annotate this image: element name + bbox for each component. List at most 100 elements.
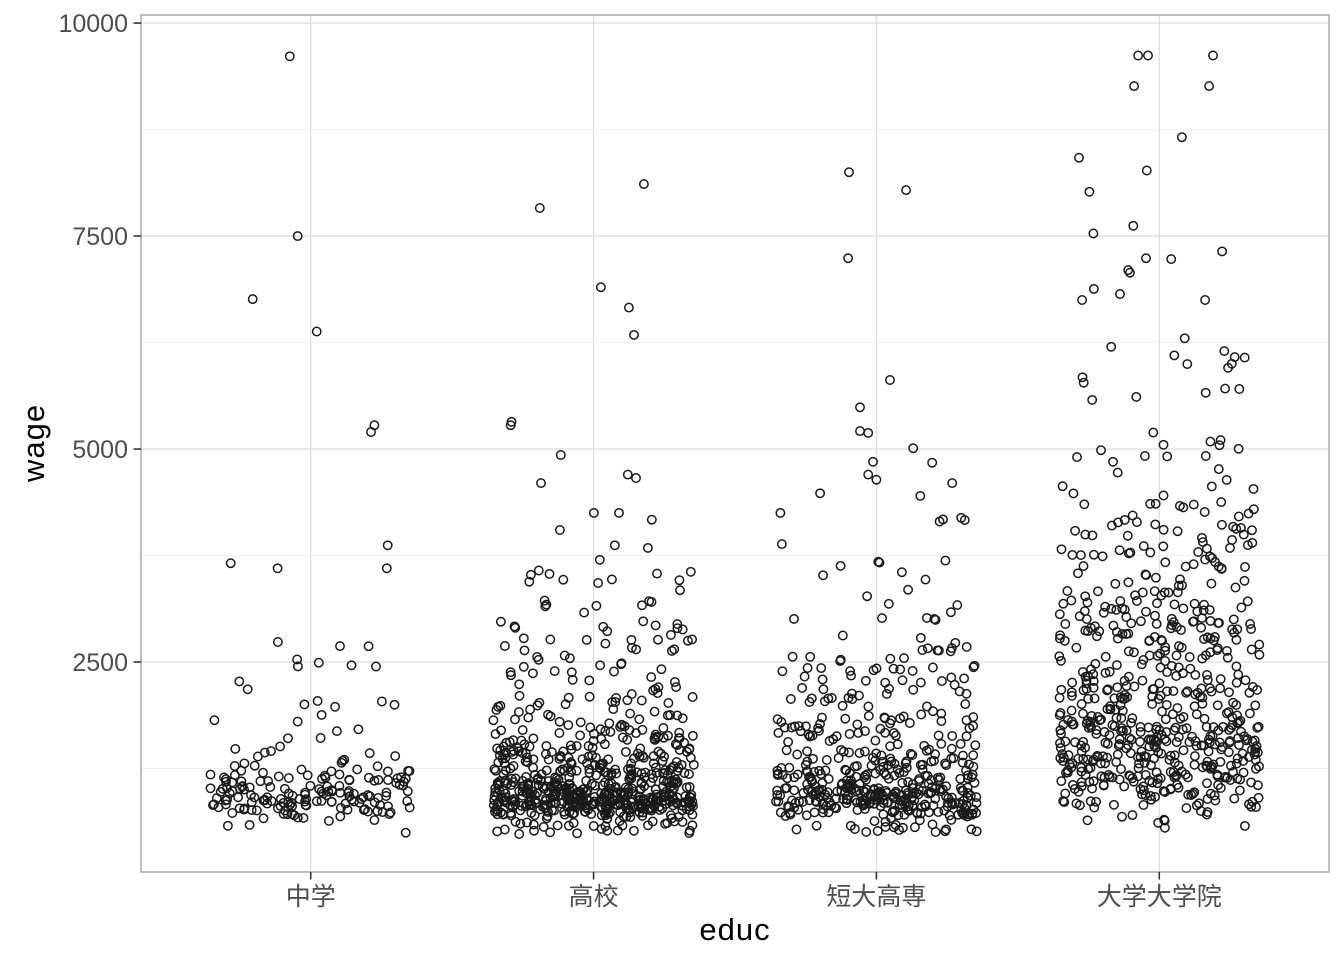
- data-point: [1055, 742, 1066, 753]
- data-point: [953, 798, 964, 809]
- data-point: [657, 756, 668, 766]
- data-point: [1181, 687, 1192, 698]
- data-point: [1185, 663, 1196, 674]
- data-point: [1173, 782, 1184, 793]
- data-point: [513, 707, 524, 717]
- data-point: [823, 807, 834, 818]
- data-point: [549, 666, 560, 677]
- data-point: [272, 637, 283, 647]
- data-point: [800, 721, 811, 732]
- data-point: [610, 696, 621, 707]
- data-point: [242, 684, 253, 695]
- data-point: [1088, 682, 1099, 693]
- data-point: [540, 749, 551, 759]
- data-point: [569, 808, 580, 819]
- data-point: [1227, 534, 1238, 545]
- data-point: [1199, 713, 1210, 724]
- data-point: [1239, 575, 1250, 586]
- data-point: [1199, 634, 1209, 645]
- data-point: [1229, 352, 1240, 363]
- data-point: [283, 733, 293, 744]
- data-point: [961, 688, 972, 699]
- data-point: [581, 634, 592, 645]
- data-point: [1175, 713, 1186, 724]
- data-point: [1152, 650, 1163, 661]
- data-point: [272, 803, 283, 814]
- y-tick-label: 7500: [72, 223, 128, 251]
- data-point: [859, 796, 870, 806]
- panel-border: [140, 14, 1330, 873]
- data-point: [363, 806, 373, 817]
- data-point: [821, 755, 832, 765]
- data-point: [612, 787, 623, 798]
- data-point: [947, 730, 958, 741]
- data-point: [224, 788, 235, 799]
- data-point: [1106, 603, 1117, 614]
- data-point: [614, 507, 624, 518]
- data-point: [1201, 543, 1212, 554]
- data-point: [1128, 647, 1139, 658]
- data-point: [1239, 352, 1250, 363]
- data-point: [584, 691, 595, 702]
- data-point: [587, 750, 598, 761]
- data-point: [638, 616, 649, 627]
- data-point: [808, 753, 818, 764]
- data-point: [492, 809, 503, 820]
- data-point: [674, 727, 685, 738]
- data-point: [1221, 474, 1232, 485]
- data-point: [1102, 684, 1113, 695]
- data-point: [1108, 456, 1118, 467]
- data-point: [1246, 777, 1257, 788]
- data-point: [1219, 346, 1230, 357]
- data-point: [1172, 526, 1183, 537]
- data-point: [625, 812, 636, 823]
- data-point: [631, 728, 641, 739]
- data-point: [623, 783, 634, 794]
- data-point: [686, 789, 697, 800]
- data-point: [623, 764, 633, 775]
- data-point: [1247, 796, 1258, 807]
- data-point: [1077, 372, 1088, 383]
- data-point: [1197, 698, 1208, 709]
- data-point: [1081, 678, 1092, 689]
- data-point: [669, 644, 680, 655]
- data-point: [901, 185, 912, 196]
- data-point: [889, 758, 900, 769]
- data-point: [507, 795, 518, 805]
- data-point: [602, 813, 613, 824]
- data-point: [1076, 762, 1087, 773]
- data-point: [823, 693, 834, 704]
- data-point: [849, 824, 860, 834]
- data-point: [1062, 586, 1073, 596]
- data-point: [579, 806, 590, 817]
- data-point: [1231, 758, 1242, 769]
- data-point: [687, 692, 698, 702]
- data-point: [273, 771, 284, 782]
- data-point: [244, 819, 255, 830]
- data-point: [1156, 590, 1167, 601]
- data-point: [629, 753, 639, 764]
- data-point: [1217, 246, 1228, 257]
- panel-border-layer: [140, 14, 1330, 873]
- data-point: [239, 758, 250, 769]
- data-point: [339, 754, 350, 765]
- data-point: [1216, 519, 1227, 530]
- data-point: [400, 827, 411, 838]
- data-point: [1080, 529, 1091, 540]
- data-point: [1179, 333, 1190, 344]
- data-point: [638, 793, 649, 804]
- data-point: [1089, 802, 1100, 813]
- data-point: [837, 700, 848, 711]
- data-point: [1133, 50, 1144, 61]
- data-point: [315, 733, 326, 743]
- data-point: [1147, 777, 1158, 788]
- data-point: [1121, 612, 1132, 622]
- data-point: [1171, 650, 1182, 661]
- data-point: [628, 825, 639, 836]
- data-point: [885, 718, 896, 729]
- data-point: [1215, 783, 1226, 793]
- data-point: [919, 740, 930, 751]
- data-point: [907, 750, 918, 760]
- data-point: [558, 574, 569, 585]
- data-point: [1116, 723, 1127, 734]
